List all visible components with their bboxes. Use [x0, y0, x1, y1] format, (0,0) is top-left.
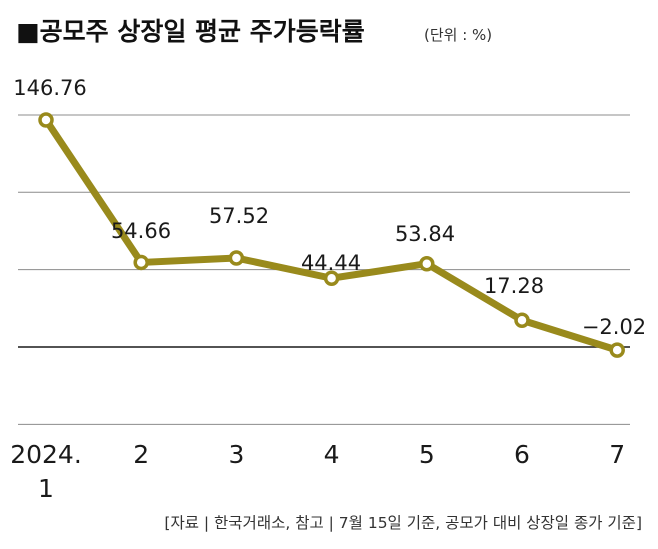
value-label: 53.84	[395, 222, 455, 246]
x-tick-label: 2024.	[10, 440, 82, 469]
data-point	[419, 255, 435, 272]
value-label: 57.52	[209, 204, 269, 228]
data-point	[38, 112, 54, 128]
chart-title: ■공모주 상장일 평균 주가등락률	[16, 17, 365, 46]
source-note: [자료 | 한국거래소, 참고 | 7월 15일 기준, 공모가 대비 상장일 …	[164, 514, 642, 532]
data-point	[609, 342, 625, 358]
x-tick-label: 3	[228, 440, 244, 469]
data-point	[323, 270, 340, 287]
x-tick-label: 2	[133, 440, 149, 469]
x-axis-tick-labels: 2024. 1 2 3 4 5 6 7	[10, 440, 625, 503]
value-label: 17.28	[484, 274, 544, 298]
data-point	[514, 312, 530, 329]
x-tick-label: 6	[514, 440, 530, 469]
value-labels: 146.76 54.66 57.52 44.44 53.84 17.28 −2.02	[13, 76, 646, 339]
data-markers	[38, 112, 625, 358]
unit-label: (단위 : %)	[424, 26, 492, 44]
value-label: −2.02	[582, 315, 646, 339]
x-tick-label: 7	[609, 440, 625, 469]
data-point	[228, 250, 245, 266]
value-label: 54.66	[111, 219, 171, 243]
data-point	[133, 254, 149, 271]
x-tick-label: 1	[38, 474, 54, 503]
x-tick-label: 5	[419, 440, 435, 469]
value-label: 44.44	[301, 251, 361, 275]
value-label: 146.76	[13, 76, 86, 100]
x-tick-label: 4	[324, 440, 340, 469]
gridlines	[18, 114, 630, 425]
